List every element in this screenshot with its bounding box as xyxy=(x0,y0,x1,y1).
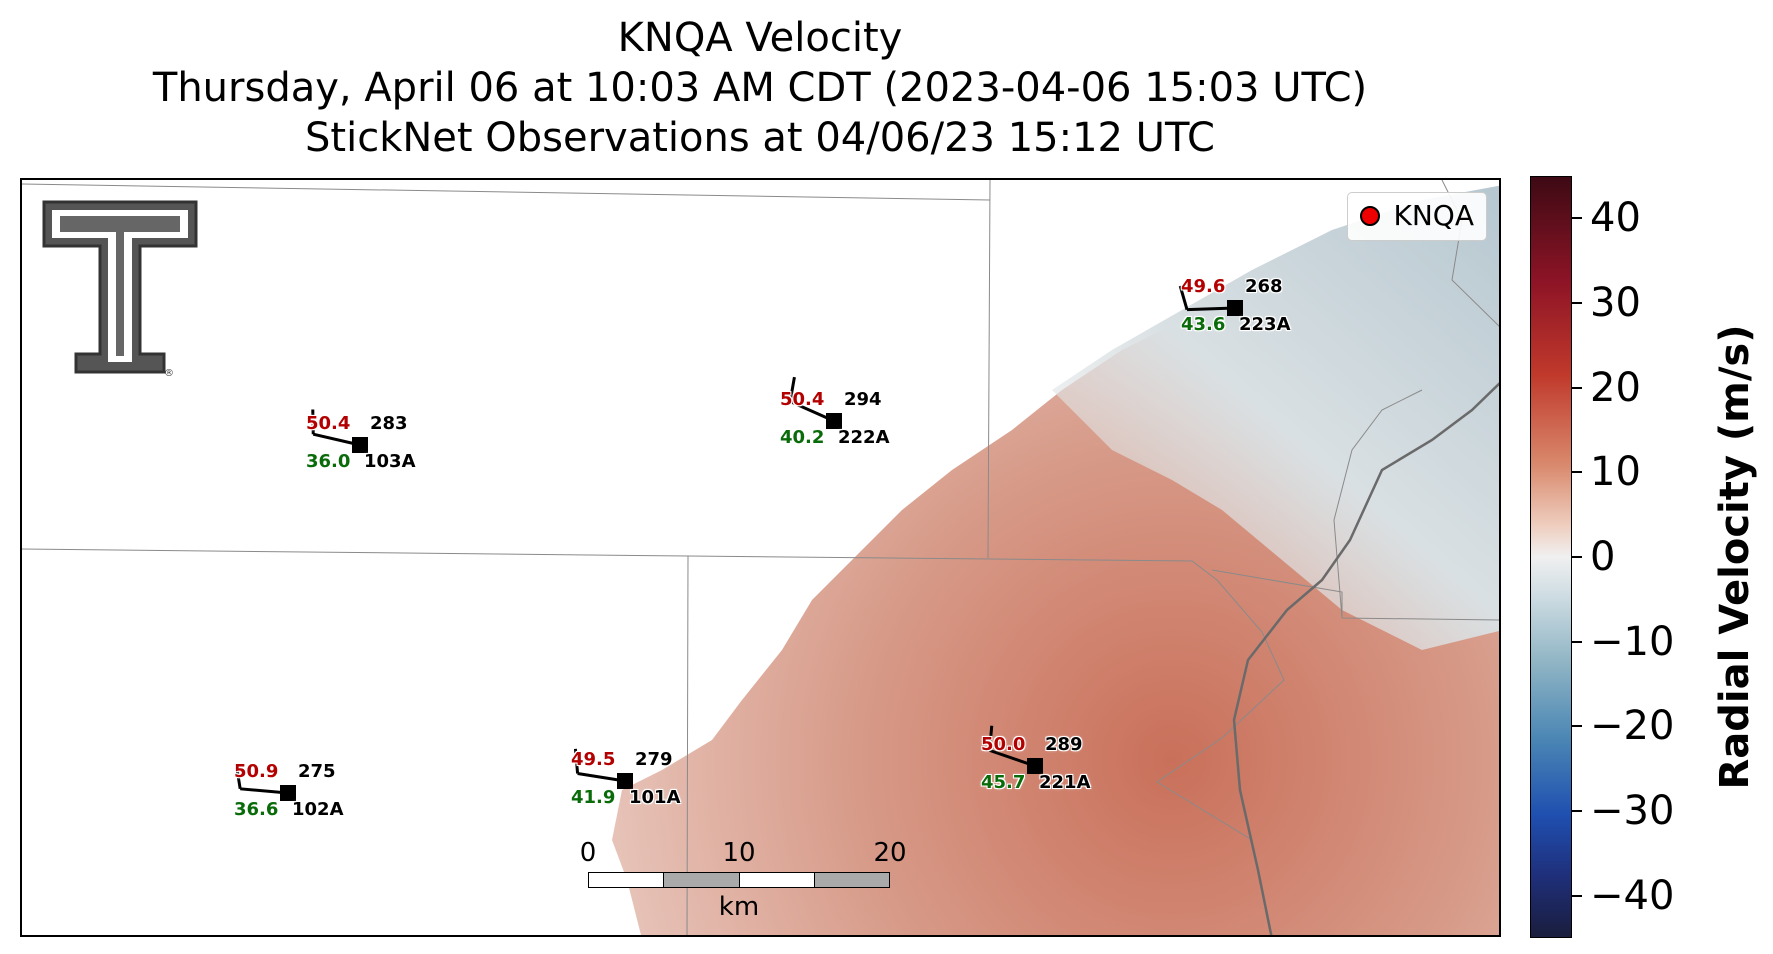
colorbar-tick xyxy=(1572,386,1582,389)
station-marker-icon xyxy=(826,413,842,429)
station-wind-direction: 289 xyxy=(1045,734,1083,755)
station-wind-direction: 268 xyxy=(1245,276,1283,297)
station-wind-direction: 279 xyxy=(635,749,673,770)
station-dewpoint: 36.0 xyxy=(306,451,351,472)
wind-barb-icon xyxy=(311,409,368,453)
scale-segment xyxy=(739,872,815,888)
colorbar-tick-label: 0 xyxy=(1590,534,1616,580)
chart-title: KNQA Velocity xyxy=(617,15,903,61)
colorbar-tick-label: −20 xyxy=(1590,703,1675,750)
wind-barb-icon xyxy=(788,376,842,429)
colorbar-tick-label: −10 xyxy=(1590,618,1675,665)
station-marker-icon xyxy=(617,773,633,789)
station-id: 103A xyxy=(364,451,416,472)
station-wind-direction: 294 xyxy=(844,389,882,410)
scale-tick: 0 xyxy=(579,838,597,868)
colorbar-tick xyxy=(1572,471,1582,474)
scale-segment xyxy=(814,872,890,888)
station-id: 223A xyxy=(1239,314,1291,335)
colorbar-label: Radial Velocity (m/s) xyxy=(1712,324,1758,790)
colorbar-tick xyxy=(1572,810,1582,812)
station-marker-icon xyxy=(352,437,368,453)
wind-barb-icon xyxy=(573,748,633,789)
colorbar-tick-label: 10 xyxy=(1590,449,1641,496)
wind-barb-icon xyxy=(234,764,296,801)
station-temperature: 50.0 xyxy=(981,734,1026,755)
colorbar-tick-label: 30 xyxy=(1590,280,1641,326)
station-id: 101A xyxy=(629,787,681,808)
scale-segment xyxy=(663,872,740,888)
station-temperature: 49.5 xyxy=(571,749,616,770)
legend-label: KNQA xyxy=(1393,199,1475,232)
station-dewpoint: 45.7 xyxy=(981,772,1026,793)
station-dewpoint: 36.6 xyxy=(234,799,279,820)
chart-subtitle-time: Thursday, April 06 at 10:03 AM CDT (2023… xyxy=(152,65,1368,111)
scale-tick: 10 xyxy=(722,838,756,868)
station-marker-icon xyxy=(280,785,296,801)
logo-registered-mark: ® xyxy=(164,368,174,379)
station-dewpoint: 40.2 xyxy=(780,427,825,448)
radar-field xyxy=(22,180,1499,935)
texas-tech-logo-icon xyxy=(42,200,198,374)
colorbar xyxy=(1530,176,1572,938)
station-temperature: 50.4 xyxy=(306,413,351,434)
colorbar-tick xyxy=(1572,302,1582,304)
colorbar-tick-label: 40 xyxy=(1590,195,1641,242)
chart-subtitle-obs: StickNet Observations at 04/06/23 15:12 … xyxy=(305,115,1215,161)
station-marker-icon xyxy=(1227,300,1243,316)
colorbar-tick xyxy=(1572,725,1582,728)
colorbar-tick xyxy=(1572,894,1582,897)
scale-bar: 0 10 20 km xyxy=(580,838,907,922)
station-id: 222A xyxy=(838,427,890,448)
colorbar-tick xyxy=(1572,640,1582,643)
colorbar-tick-label: −30 xyxy=(1590,788,1675,834)
station-temperature: 50.4 xyxy=(780,389,825,410)
knqa-marker-icon xyxy=(1359,205,1380,226)
wind-barb-icon xyxy=(988,725,1043,774)
station-temperature: 49.6 xyxy=(1181,276,1226,297)
scale-tick: 20 xyxy=(873,838,907,868)
station-wind-direction: 275 xyxy=(298,761,336,782)
colorbar-tick-label: 20 xyxy=(1590,364,1641,411)
station-dewpoint: 43.6 xyxy=(1181,314,1226,335)
colorbar-tick xyxy=(1572,217,1582,220)
station-id: 102A xyxy=(292,799,344,820)
wind-barb-icon xyxy=(1178,285,1243,316)
scale-segment xyxy=(588,872,664,888)
colorbar-tick xyxy=(1572,556,1582,558)
colorbar-tick-label: −40 xyxy=(1590,872,1675,919)
scale-unit: km xyxy=(718,892,760,922)
station-wind-direction: 283 xyxy=(370,413,408,434)
station-temperature: 50.9 xyxy=(234,761,279,782)
station-dewpoint: 41.9 xyxy=(571,787,616,808)
radar-map: KNQA ® 50.4 283 36.0 103A 50.4 294 40.2 222A 49.… xyxy=(20,178,1501,937)
station-marker-icon xyxy=(1027,758,1043,774)
station-id: 221A xyxy=(1039,772,1091,793)
map-legend: KNQA xyxy=(1346,192,1487,241)
